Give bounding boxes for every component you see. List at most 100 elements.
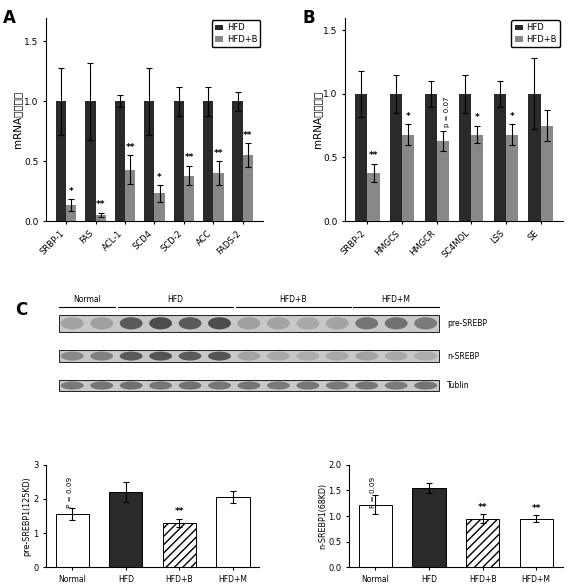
- Bar: [402, 135, 414, 221]
- Ellipse shape: [326, 381, 348, 390]
- Ellipse shape: [179, 317, 201, 329]
- Bar: [519, 519, 553, 567]
- Y-axis label: n-SREBP1(68KD): n-SREBP1(68KD): [318, 483, 327, 549]
- Text: B: B: [302, 9, 315, 27]
- Bar: [425, 94, 437, 221]
- Legend: HFD, HFD+B: HFD, HFD+B: [511, 20, 560, 47]
- Bar: [85, 101, 95, 221]
- Text: *: *: [475, 113, 480, 122]
- Bar: [173, 101, 184, 221]
- Text: P = 0.09: P = 0.09: [67, 477, 73, 508]
- Bar: [56, 514, 89, 567]
- Bar: [355, 94, 367, 221]
- Bar: [95, 215, 106, 221]
- Ellipse shape: [355, 352, 378, 360]
- Ellipse shape: [149, 381, 172, 390]
- Text: **: **: [174, 507, 184, 517]
- Text: *: *: [69, 187, 73, 196]
- Ellipse shape: [90, 317, 113, 329]
- Bar: [367, 173, 379, 221]
- Bar: [437, 141, 449, 221]
- Text: *: *: [157, 173, 162, 181]
- Bar: [214, 173, 224, 221]
- Text: n-SREBP: n-SREBP: [447, 352, 479, 360]
- Y-axis label: mRNA表达水平: mRNA表达水平: [13, 91, 22, 148]
- Bar: [144, 101, 154, 221]
- Text: **: **: [369, 151, 378, 160]
- Bar: [412, 488, 445, 567]
- Y-axis label: mRNA表达水平: mRNA表达水平: [312, 91, 322, 148]
- Bar: [243, 155, 253, 221]
- Bar: [59, 350, 439, 362]
- Text: Tublin: Tublin: [447, 381, 470, 390]
- Bar: [56, 101, 66, 221]
- Bar: [125, 170, 135, 221]
- Text: **: **: [125, 143, 135, 152]
- Ellipse shape: [120, 317, 142, 329]
- Ellipse shape: [208, 317, 231, 329]
- Ellipse shape: [90, 352, 113, 360]
- Ellipse shape: [208, 381, 231, 390]
- Ellipse shape: [149, 317, 172, 329]
- Text: C: C: [15, 301, 27, 319]
- Text: HFD+M: HFD+M: [382, 295, 410, 304]
- Text: A: A: [2, 9, 15, 27]
- Bar: [466, 519, 499, 567]
- Ellipse shape: [267, 352, 290, 360]
- Bar: [163, 523, 196, 567]
- Text: **: **: [478, 504, 487, 512]
- Legend: HFD, HFD+B: HFD, HFD+B: [212, 20, 261, 47]
- Bar: [203, 101, 214, 221]
- Bar: [459, 94, 471, 221]
- Ellipse shape: [326, 317, 348, 329]
- Ellipse shape: [208, 352, 231, 360]
- Text: *: *: [406, 112, 410, 121]
- Text: **: **: [214, 149, 223, 157]
- Bar: [184, 176, 194, 221]
- Bar: [471, 135, 483, 221]
- Text: pre-SREBP: pre-SREBP: [447, 319, 487, 328]
- Bar: [115, 101, 125, 221]
- Ellipse shape: [414, 352, 437, 360]
- Ellipse shape: [414, 317, 437, 329]
- Ellipse shape: [385, 317, 408, 329]
- Ellipse shape: [149, 352, 172, 360]
- Text: p = 0.07: p = 0.07: [444, 97, 451, 127]
- Ellipse shape: [120, 352, 142, 360]
- Text: HFD: HFD: [168, 295, 183, 304]
- Text: **: **: [532, 504, 541, 513]
- Bar: [216, 497, 250, 567]
- Bar: [541, 126, 553, 221]
- Ellipse shape: [355, 317, 378, 329]
- Ellipse shape: [296, 352, 319, 360]
- Text: Normal: Normal: [73, 295, 101, 304]
- Bar: [59, 315, 439, 332]
- Bar: [529, 94, 541, 221]
- Ellipse shape: [296, 381, 319, 390]
- Bar: [232, 101, 243, 221]
- Bar: [59, 380, 439, 391]
- Ellipse shape: [238, 352, 261, 360]
- Bar: [66, 205, 76, 221]
- Ellipse shape: [179, 352, 201, 360]
- Ellipse shape: [414, 381, 437, 390]
- Y-axis label: pre-SREBP1(125KD): pre-SREBP1(125KD): [22, 476, 32, 556]
- Ellipse shape: [90, 381, 113, 390]
- Text: **: **: [243, 130, 253, 140]
- Text: P = 0.09: P = 0.09: [370, 477, 377, 508]
- Bar: [494, 94, 506, 221]
- Text: HFD+B: HFD+B: [280, 295, 307, 304]
- Bar: [390, 94, 402, 221]
- Bar: [109, 492, 142, 567]
- Text: **: **: [96, 200, 106, 209]
- Ellipse shape: [120, 381, 142, 390]
- Bar: [359, 505, 392, 567]
- Text: **: **: [184, 153, 194, 163]
- Ellipse shape: [326, 352, 348, 360]
- Ellipse shape: [179, 381, 201, 390]
- Bar: [154, 194, 165, 221]
- Ellipse shape: [238, 381, 261, 390]
- Text: *: *: [510, 112, 514, 121]
- Ellipse shape: [61, 352, 84, 360]
- Ellipse shape: [61, 317, 84, 329]
